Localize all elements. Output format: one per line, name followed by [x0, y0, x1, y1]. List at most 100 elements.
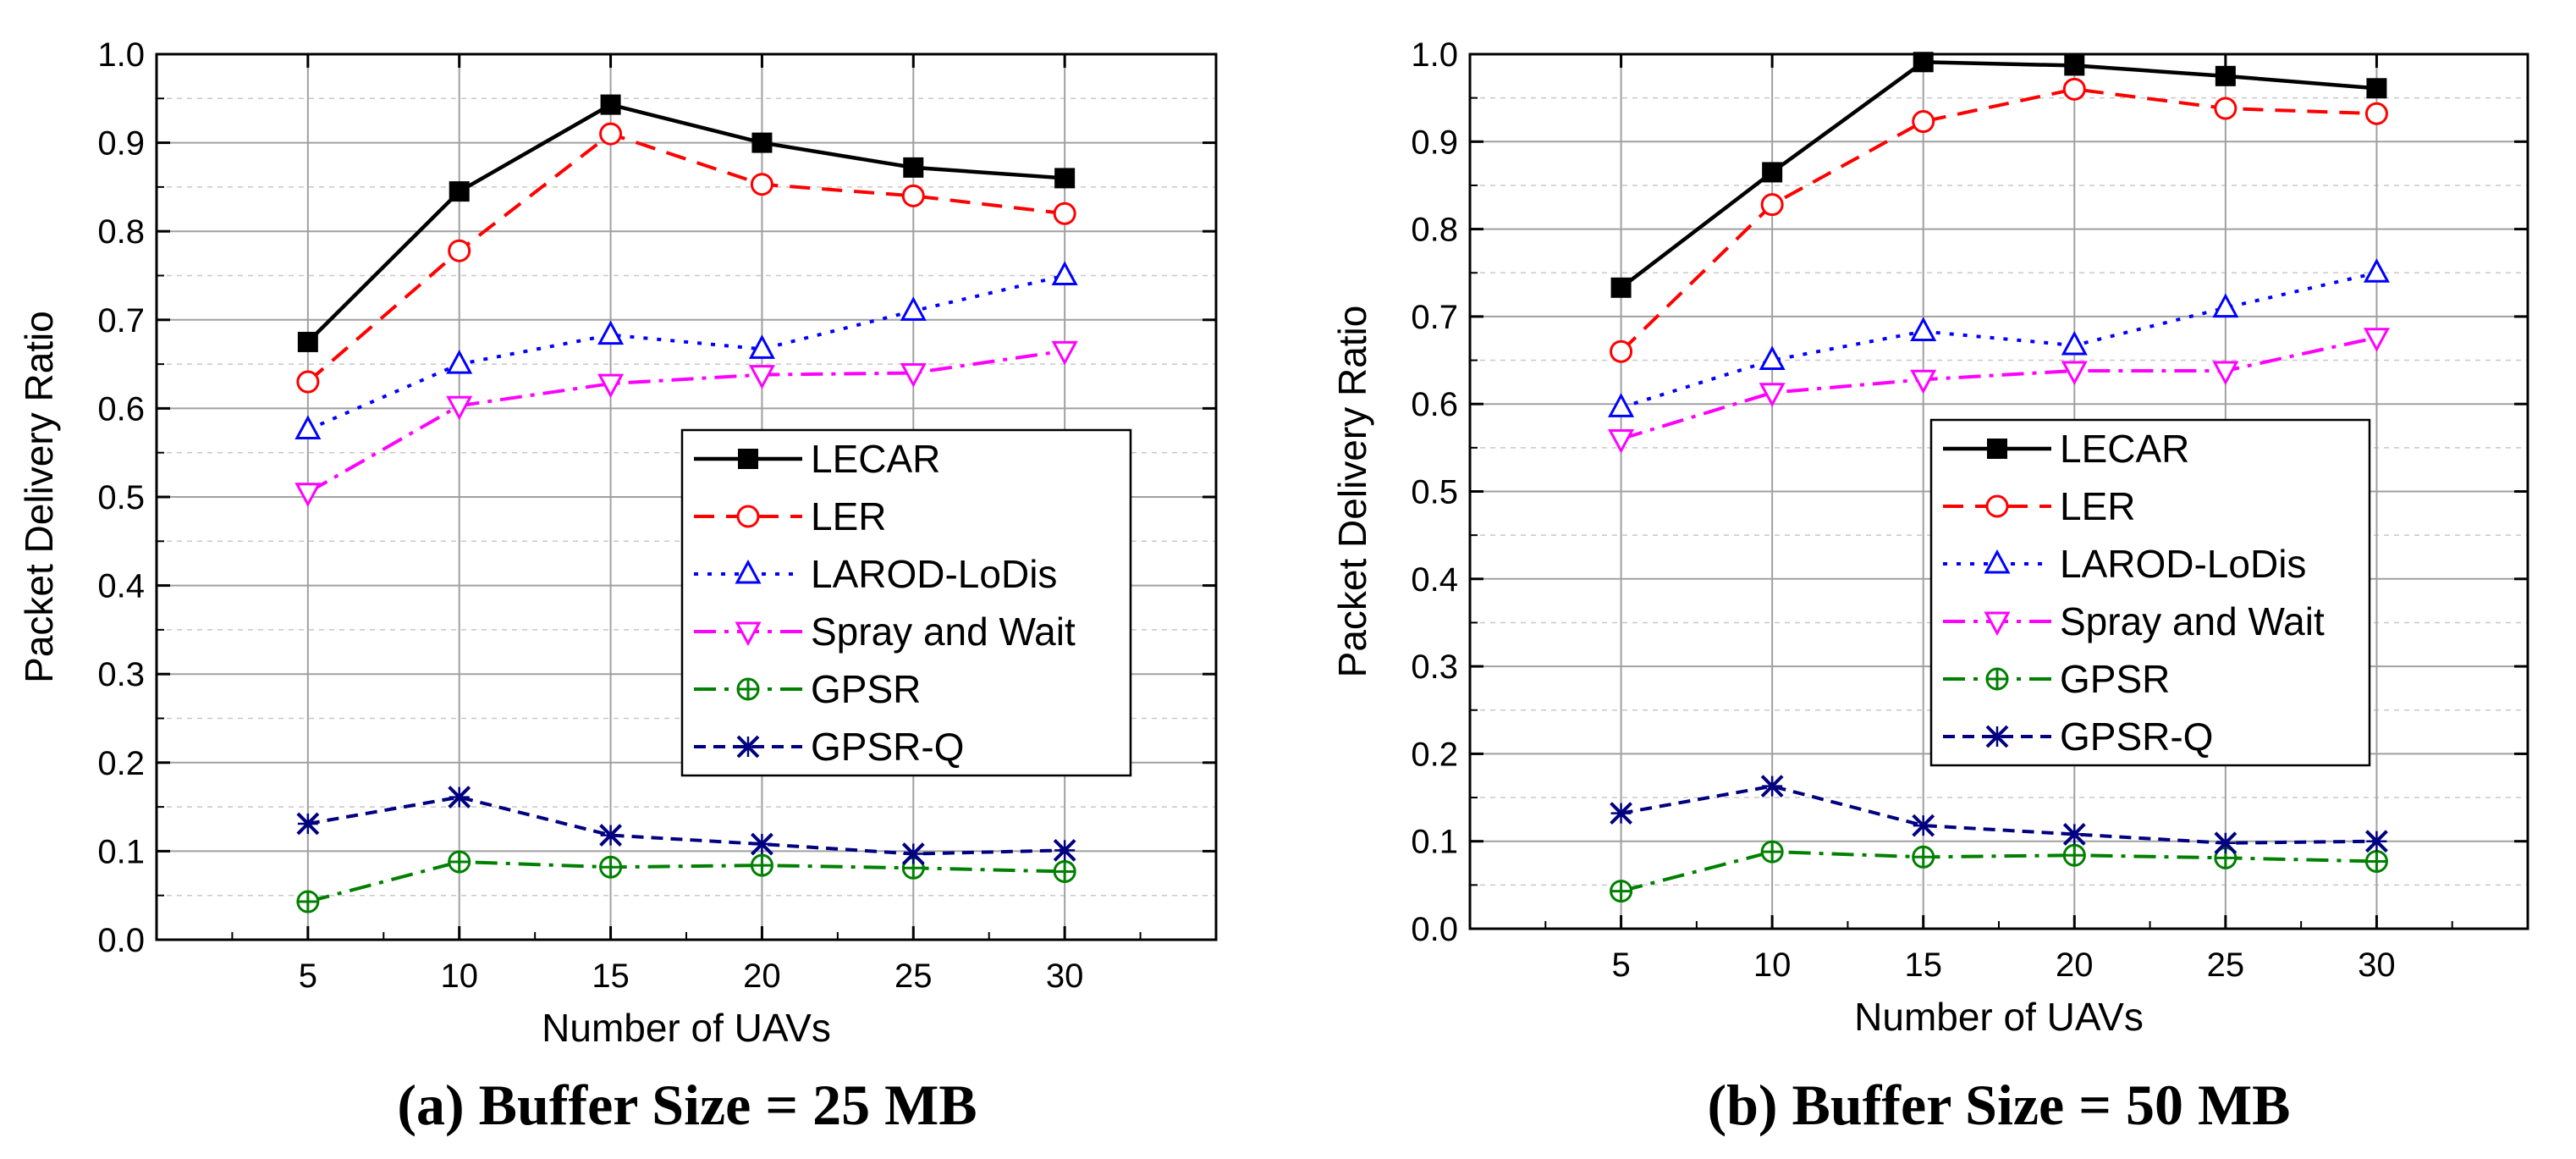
- y-axis-title: Packet Delivery Ratio: [17, 311, 61, 683]
- series-line: [307, 795, 1065, 856]
- y-tick-label: 0.6: [97, 390, 145, 428]
- data-point: [2062, 77, 2086, 101]
- y-tick-label: 0.4: [1411, 561, 1458, 599]
- data-point: [1051, 340, 1078, 366]
- x-tick-label: 25: [894, 958, 933, 995]
- data-point: [748, 365, 775, 389]
- data-point: [1912, 845, 1935, 869]
- data-point: [2215, 65, 2236, 86]
- data-point: [446, 395, 473, 421]
- data-point: [901, 184, 925, 207]
- chart-a: 0.0 0.1 0.2 0.3 0.4 0.5 0.6 0.7 0.8 0.9 1.0 5 10 15 20…: [17, 36, 1218, 1137]
- series-gpsr-q: [296, 786, 1076, 865]
- legend-marker: [738, 449, 758, 469]
- legend-item: Spray and Wait: [1943, 599, 2325, 643]
- data-point: [597, 373, 625, 399]
- series-ler: [1610, 77, 2388, 363]
- data-point: [449, 181, 470, 202]
- series-line: [1620, 87, 2377, 353]
- legend-box: [680, 428, 1132, 777]
- legend: LECAR LER LAROD-LoDis Spray and Wait GPSR GPS…: [1929, 418, 2371, 767]
- data-point: [2364, 102, 2388, 125]
- y-tick-label: 0.8: [1411, 212, 1458, 249]
- data-point: [1912, 110, 1935, 134]
- y-tick-label: 0.9: [1411, 124, 1458, 161]
- legend-marker: [736, 677, 760, 701]
- data-point: [446, 349, 473, 374]
- data-point: [2064, 55, 2085, 76]
- legend-item: GPSR-Q: [1943, 715, 2213, 759]
- x-tick-label: 25: [2207, 947, 2245, 984]
- legend-marker: [1984, 549, 2011, 574]
- series-lecar: [1610, 52, 2387, 298]
- data-point: [1913, 52, 1934, 73]
- legend-label: LER: [2060, 484, 2135, 528]
- legend-marker: [1987, 439, 2007, 459]
- data-point: [1608, 393, 1635, 417]
- y-tick-label: 0.5: [97, 479, 145, 516]
- legend-box: [1929, 418, 2371, 767]
- data-point: [599, 855, 623, 879]
- legend-item: GPSR-Q: [694, 725, 964, 769]
- legend-label: GPSR: [2060, 657, 2170, 701]
- series-line: [306, 131, 1065, 384]
- data-point: [2364, 849, 2388, 873]
- data-point: [2214, 97, 2237, 120]
- data-point: [2062, 843, 2086, 867]
- data-point: [1053, 201, 1076, 225]
- y-tick-label: 0.1: [1411, 824, 1458, 861]
- series-line: [1621, 850, 2377, 893]
- legend-marker: [735, 559, 762, 584]
- y-tick-label: 0.8: [97, 213, 145, 251]
- data-point: [2061, 330, 2088, 356]
- legend-item: LAROD-LoDis: [1943, 542, 2306, 586]
- data-point: [1910, 317, 1937, 341]
- legend-label: LER: [811, 494, 886, 538]
- legend-label: LECAR: [2060, 427, 2189, 471]
- data-point: [1760, 840, 1784, 864]
- data-point: [2365, 830, 2388, 853]
- y-tick-label: 0.4: [97, 568, 145, 605]
- data-point: [1610, 339, 1633, 363]
- data-point: [296, 812, 320, 836]
- legend-label: GPSR-Q: [2060, 715, 2213, 759]
- data-point: [751, 132, 773, 153]
- data-point: [2366, 78, 2387, 99]
- series-gpsr: [1610, 840, 2388, 903]
- legend-item: LECAR: [1943, 427, 2189, 471]
- data-point: [2363, 258, 2390, 283]
- data-point: [2214, 831, 2237, 855]
- y-tick-label: 0.2: [97, 745, 145, 782]
- data-point: [1759, 345, 1786, 371]
- series-line: [307, 273, 1065, 432]
- data-point: [600, 94, 621, 115]
- data-point: [1760, 775, 1784, 798]
- data-point: [1760, 193, 1784, 217]
- data-point: [2212, 361, 2239, 386]
- data-point: [1053, 859, 1076, 883]
- series-line: [307, 859, 1065, 903]
- y-tick-label: 0.7: [97, 302, 145, 339]
- legend-label: Spray and Wait: [2060, 599, 2325, 643]
- data-point: [1910, 369, 1937, 395]
- data-point: [2212, 293, 2239, 318]
- data-point: [448, 786, 471, 809]
- legend-marker: [1985, 494, 2009, 518]
- series-gpsr: [296, 850, 1076, 913]
- legend-item: LER: [1943, 484, 2135, 528]
- data-point: [597, 320, 625, 345]
- legend-label: LECAR: [811, 437, 940, 481]
- data-point: [903, 157, 924, 178]
- y-tick-label: 0.9: [97, 125, 145, 163]
- data-point: [296, 890, 320, 913]
- y-tick-label: 0.3: [1411, 648, 1458, 686]
- data-point: [1610, 880, 1633, 903]
- data-point: [900, 296, 927, 321]
- y-tick-label: 0.0: [1411, 911, 1458, 948]
- series-ler: [296, 122, 1076, 394]
- x-tick-label: 5: [1611, 947, 1630, 984]
- legend-item: LER: [694, 494, 886, 538]
- series-line: [1620, 60, 2377, 290]
- data-point: [297, 331, 318, 352]
